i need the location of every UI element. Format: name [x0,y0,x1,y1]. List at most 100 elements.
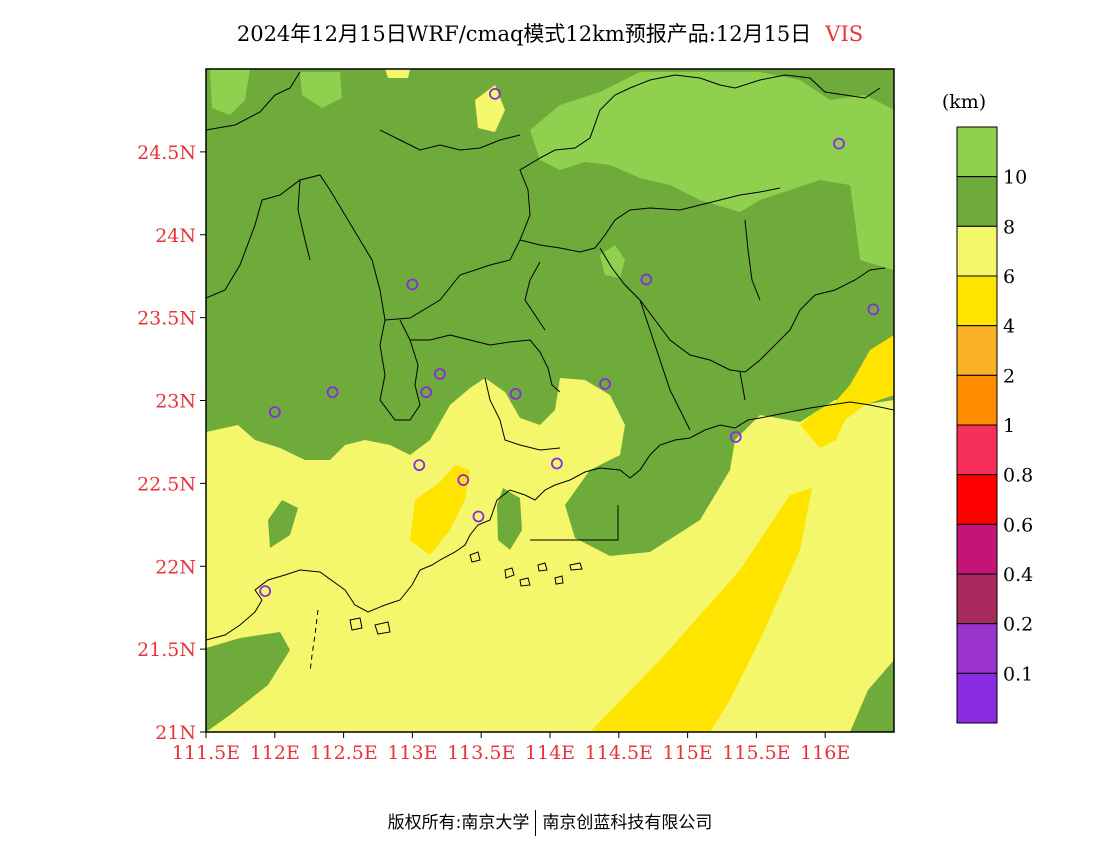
colorbar-label: 6 [1003,266,1015,288]
station-marker [550,457,563,470]
islands [349,551,583,635]
x-tick-label: 116E [800,742,850,764]
x-tick-label: 115E [663,742,713,764]
station-marker [867,303,880,316]
field-10plus-north-1 [210,69,250,115]
y-tick-label: 22.5N [137,473,196,495]
x-tick-label: 111.5E [172,742,240,764]
colorbar-label: 0.2 [1003,614,1033,636]
field-8-10km-west-island [268,500,298,548]
colorbar-swatch [956,672,998,724]
y-tick-label: 23.5N [137,308,196,330]
title-text: 2024年12月15日WRF/cmaq模式12km预报产品:12月15日 [236,22,812,46]
colorbar-label: 2 [1003,365,1015,387]
station-marker [833,137,845,150]
provincial-boundary-west [206,174,421,421]
station-marker [472,510,485,523]
island-1 [504,567,515,579]
colorbar-swatch [956,176,998,227]
field-8-10km-southeast [850,660,894,732]
island-8 [374,621,391,635]
y-tick-label: 24N [155,225,196,247]
colorbar-swatch [956,523,998,575]
island-7 [349,617,363,631]
colorbar-label: 1 [1003,415,1015,437]
colorbar-swatch [956,623,998,674]
island-3 [537,562,548,572]
island-2 [519,577,531,587]
colorbar-swatch [956,126,998,178]
island-5 [569,562,583,571]
station-marker [434,368,446,380]
city-boundary-2 [410,261,746,451]
y-tick-label: 24.5N [137,142,196,164]
colorbar-swatch [956,424,998,476]
colorbar-label: 0.1 [1003,663,1033,685]
provincial-boundary-north [206,71,881,321]
field-8-10km-southwest [206,632,290,732]
island-4 [554,575,564,585]
leizhou-dash [309,609,319,673]
colorbar-unit: (km) [942,91,986,113]
footer-divider [535,810,537,836]
y-axis: 21N 21.5N 22N 22.5N 23N 23.5N 24N 24.5N [137,142,206,744]
coastline [206,401,894,641]
x-axis: 111.5E 112E 112.5E 113E 113.5E 114E 114.5E 115E… [172,732,850,764]
station-marker [729,431,742,443]
station-marker [406,278,419,291]
colorbar-label: 0.4 [1003,564,1033,586]
x-tick-label: 114.5E [585,742,653,764]
colorbar: (km) 10 8 6 4 2 1 0.8 0.6 0.4 0.2 0.1 [942,91,1033,724]
colorbar-swatch [956,225,998,277]
y-tick-label: 21N [155,722,196,744]
island-6 [469,551,481,563]
colorbar-label: 0.8 [1003,465,1033,487]
x-tick-label: 113.5E [447,742,515,764]
field-8-10km-pearl-delta [497,488,522,550]
field-4-6km-south-sea [590,488,812,732]
station-marker [326,386,339,399]
x-tick-label: 113E [387,742,437,764]
colorbar-swatch [956,275,998,327]
station-marker [413,459,426,472]
footer-right: 南京创蓝科技有限公司 [542,813,713,833]
station-marker [640,273,653,286]
y-tick-label: 23N [155,391,196,413]
x-tick-label: 112E [250,742,300,764]
station-marker [259,585,272,598]
station-marker [599,378,611,390]
visibility-field [206,69,894,732]
colorbar-label: 0.6 [1003,514,1033,536]
station-marker [509,387,522,400]
station-marker [489,87,501,100]
boundary-lines [206,71,894,673]
colorbar-swatch [956,325,998,376]
field-4-6km-pearl-river [410,465,470,555]
field-10plus-north-4 [600,245,625,278]
field-4-6km-coast-east [800,335,894,448]
colorbar-swatch [956,474,998,525]
colorbar-label: 8 [1003,216,1015,238]
field-10plus-north-3 [530,72,894,270]
x-tick-label: 114E [525,742,575,764]
colorbar-label: 10 [1003,167,1027,189]
footer-left: 版权所有:南京大学 [387,813,530,833]
colorbar-swatch [956,374,998,426]
chart-title: 2024年12月15日WRF/cmaq模式12km预报产品:12月15日 VIS [0,18,1100,48]
hk-boundary [530,505,619,541]
field-6-8km-north-2 [385,69,410,78]
field-10plus-north-2 [300,72,342,108]
station-markers [259,87,880,598]
colorbar-swatch [956,573,998,625]
variable-name: VIS [825,22,864,46]
footer: 版权所有:南京大学 南京创蓝科技有限公司 [0,808,1100,836]
x-tick-label: 115.5E [722,742,790,764]
station-marker [420,386,433,399]
x-tick-label: 112.5E [309,742,377,764]
y-tick-label: 22N [155,556,196,578]
station-marker [268,406,281,419]
y-tick-label: 21.5N [137,639,196,661]
field-6-8km-north-1 [475,85,505,132]
station-marker [457,474,470,486]
